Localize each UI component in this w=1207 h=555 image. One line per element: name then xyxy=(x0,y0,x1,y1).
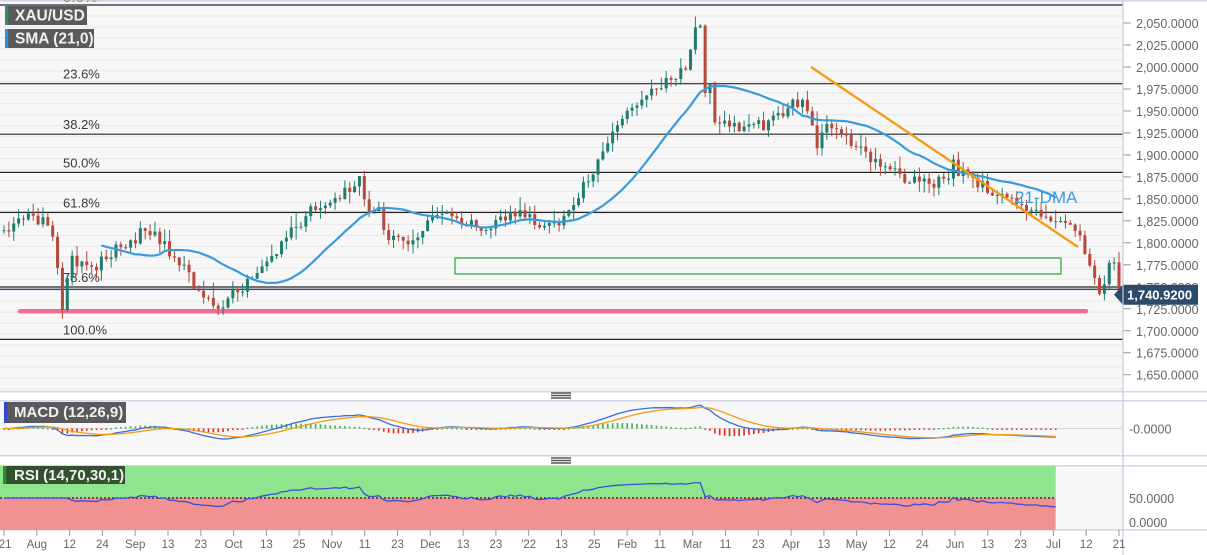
svg-text:21-DMA: 21-DMA xyxy=(1015,188,1078,207)
svg-text:0.0000: 0.0000 xyxy=(1129,516,1167,530)
svg-text:24: 24 xyxy=(916,539,929,551)
svg-text:Apr: Apr xyxy=(782,539,800,551)
svg-text:2,050.0000: 2,050.0000 xyxy=(1136,17,1199,31)
svg-text:23: 23 xyxy=(490,539,503,551)
svg-text:SMA (21,0): SMA (21,0) xyxy=(15,31,94,48)
svg-text:Sep: Sep xyxy=(125,539,145,551)
svg-text:50.0%: 50.0% xyxy=(63,155,100,170)
svg-text:23: 23 xyxy=(752,539,765,551)
svg-text:23.6%: 23.6% xyxy=(63,67,100,82)
svg-text:12: 12 xyxy=(1080,539,1093,551)
svg-text:11: 11 xyxy=(654,539,666,551)
svg-text:13: 13 xyxy=(457,539,470,551)
svg-text:1,675.0000: 1,675.0000 xyxy=(1136,347,1199,361)
svg-text:1,825.0000: 1,825.0000 xyxy=(1136,215,1199,229)
svg-text:13: 13 xyxy=(981,539,994,551)
svg-text:13: 13 xyxy=(818,539,831,551)
svg-text:1,975.0000: 1,975.0000 xyxy=(1136,83,1199,97)
svg-text:'22: '22 xyxy=(521,539,536,551)
svg-text:Aug: Aug xyxy=(27,539,47,551)
svg-text:1,740.9200: 1,740.9200 xyxy=(1127,287,1192,302)
svg-text:Oct: Oct xyxy=(225,539,244,551)
svg-text:25: 25 xyxy=(588,539,601,551)
svg-text:25: 25 xyxy=(293,539,306,551)
svg-text:'21: '21 xyxy=(0,539,12,551)
svg-text:Mar: Mar xyxy=(683,539,703,551)
svg-text:1,850.0000: 1,850.0000 xyxy=(1136,193,1199,207)
svg-text:12: 12 xyxy=(63,539,76,551)
svg-text:-0.0000: -0.0000 xyxy=(1129,423,1171,437)
svg-text:XAU/USD: XAU/USD xyxy=(15,8,85,25)
svg-text:MACD (12,26,9): MACD (12,26,9) xyxy=(14,404,123,421)
svg-text:1,700.0000: 1,700.0000 xyxy=(1136,325,1199,339)
svg-text:23: 23 xyxy=(194,539,207,551)
svg-text:24: 24 xyxy=(96,539,109,551)
svg-text:100.0%: 100.0% xyxy=(63,322,108,337)
svg-text:1,900.0000: 1,900.0000 xyxy=(1136,149,1199,163)
svg-text:1,650.0000: 1,650.0000 xyxy=(1136,369,1199,383)
svg-text:1,925.0000: 1,925.0000 xyxy=(1136,127,1199,141)
svg-text:11: 11 xyxy=(359,539,371,551)
svg-text:50.0000: 50.0000 xyxy=(1129,492,1174,506)
svg-text:Jul: Jul xyxy=(1046,539,1061,551)
svg-text:Nov: Nov xyxy=(322,539,343,551)
svg-text:13: 13 xyxy=(260,539,273,551)
svg-text:2,025.0000: 2,025.0000 xyxy=(1136,39,1199,53)
svg-text:Dec: Dec xyxy=(420,539,441,551)
svg-text:1,950.0000: 1,950.0000 xyxy=(1136,105,1199,119)
svg-text:RSI (14,70,30,1): RSI (14,70,30,1) xyxy=(14,467,124,484)
svg-text:11: 11 xyxy=(720,539,732,551)
svg-text:12: 12 xyxy=(883,539,896,551)
svg-text:2,000.0000: 2,000.0000 xyxy=(1136,61,1199,75)
svg-text:Feb: Feb xyxy=(617,539,637,551)
svg-text:38.2%: 38.2% xyxy=(63,117,100,132)
svg-text:23: 23 xyxy=(391,539,404,551)
svg-text:13: 13 xyxy=(162,539,175,551)
svg-text:May: May xyxy=(846,539,868,551)
svg-text:1,800.0000: 1,800.0000 xyxy=(1136,237,1199,251)
svg-text:1,775.0000: 1,775.0000 xyxy=(1136,259,1199,273)
svg-text:23: 23 xyxy=(1014,539,1027,551)
svg-text:1,875.0000: 1,875.0000 xyxy=(1136,171,1199,185)
svg-text:1,725.0000: 1,725.0000 xyxy=(1136,303,1199,317)
svg-text:Jun: Jun xyxy=(946,539,965,551)
svg-text:21: 21 xyxy=(1113,539,1126,551)
svg-text:0.0%: 0.0% xyxy=(63,0,97,6)
svg-text:13: 13 xyxy=(555,539,568,551)
svg-text:61.8%: 61.8% xyxy=(63,195,100,210)
